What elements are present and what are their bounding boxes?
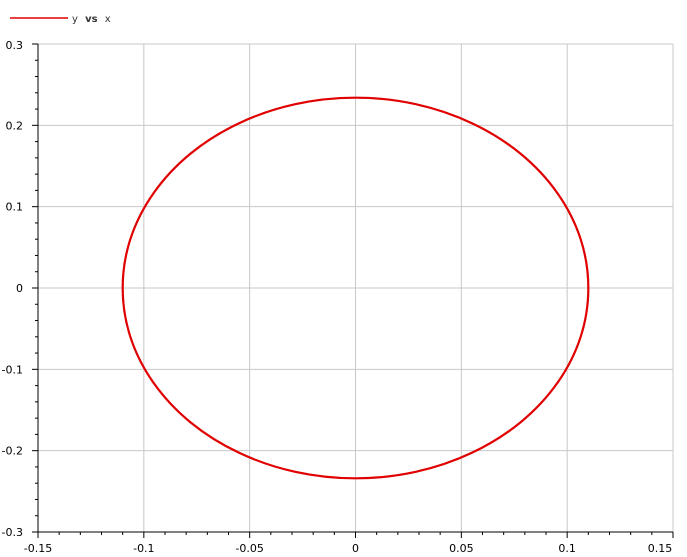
minor-ticks	[32, 43, 674, 538]
x-tick-label: -0.05	[235, 542, 263, 555]
x-tick-label: 0.05	[449, 542, 474, 555]
series-line-y-vs-x	[121, 96, 590, 480]
y-tick-label: 0.1	[6, 201, 24, 214]
y-tick-label: -0.3	[2, 526, 23, 539]
y-tick-label: 0	[16, 282, 23, 295]
x-tick-labels: -0.15 -0.1 -0.05 0 0.05 0.1 0.15	[24, 542, 672, 555]
y-tick-label: 0.3	[6, 39, 24, 52]
series	[121, 96, 590, 480]
y-tick-label: 0.2	[6, 119, 24, 132]
y-tick-label: -0.1	[2, 363, 23, 376]
legend-label-vs: vs	[85, 14, 98, 25]
x-tick-label: -0.1	[133, 542, 154, 555]
x-tick-label: 0.1	[558, 542, 576, 555]
legend-label-y: y	[72, 14, 78, 25]
legend-label-x: x	[105, 14, 111, 25]
y-tick-labels: -0.3 -0.2 -0.1 0 0.1 0.2 0.3	[2, 39, 23, 539]
x-tick-label: -0.15	[24, 542, 52, 555]
x-tick-label: 0	[352, 542, 359, 555]
legend: y vs x	[10, 14, 111, 25]
grid	[38, 43, 674, 532]
x-tick-label: 0.15	[648, 542, 673, 555]
legend-label: y vs x	[72, 14, 111, 25]
y-tick-label: -0.2	[2, 445, 23, 458]
